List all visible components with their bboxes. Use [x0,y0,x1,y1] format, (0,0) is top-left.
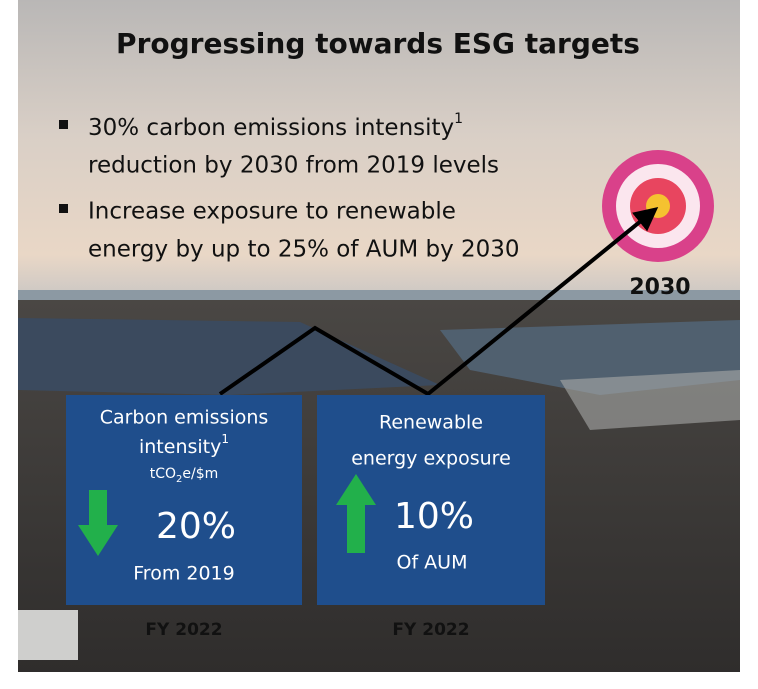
title: Progressing towards ESG targets [116,27,640,60]
target-icon [602,150,714,262]
target-label: 2030 [629,275,690,300]
card-title: Carbon emissions [100,407,269,429]
card-title: energy exposure [351,448,511,470]
bullet-text: reduction by 2030 from 2019 levels [88,153,499,179]
bullet-marker [59,120,68,129]
bullet-marker [59,204,68,213]
card-title: intensity1 [139,432,229,458]
bullet-text: 30% carbon emissions intensity1 [88,111,463,141]
card-caption: Of AUM [397,552,468,574]
bullet-text: Increase exposure to renewable [88,199,456,225]
card-title: Renewable [379,412,483,434]
page: Progressing towards ESG targets 30% carb… [0,0,758,689]
card-value: 20% [156,506,236,547]
card-value: 10% [394,496,474,537]
card-period: FY 2022 [145,620,222,640]
bullet-text: energy by up to 25% of AUM by 2030 [88,237,520,263]
slide: Progressing towards ESG targets 30% carb… [0,0,758,689]
card-caption: From 2019 [133,563,234,585]
card-period: FY 2022 [392,620,469,640]
